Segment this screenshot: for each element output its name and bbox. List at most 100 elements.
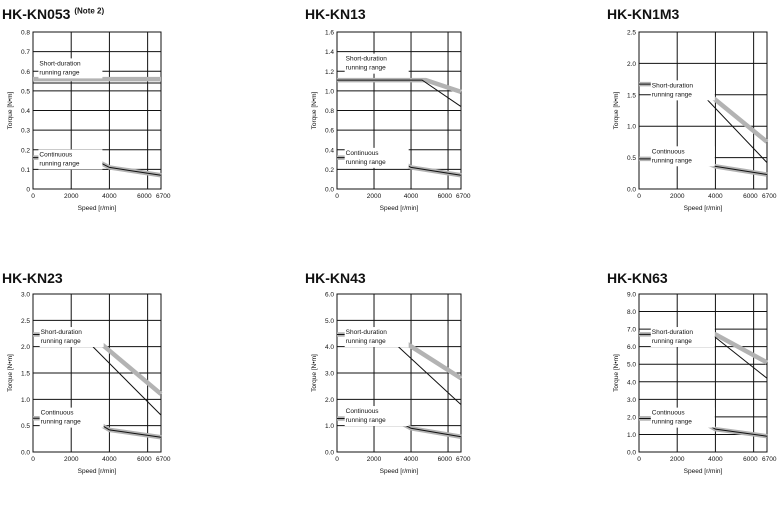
short-duration-range-label: running range: [346, 338, 386, 345]
continuous-range-label: running range: [39, 160, 79, 167]
y-tick-label: 0.0: [627, 187, 636, 194]
chart-hk-kn13: 0.0 0.2 0.4 0.6 0.8 1.0 1.2 1.4 1.6 0 2000 4000 6000…: [311, 30, 471, 213]
chart-hk-kn43: 0.0 1.0 2.0 3.0 4.0 5.0 6.0 0 2000 4000 6000 6700 Sp…: [311, 292, 471, 476]
x-tick-label: 6700: [156, 456, 171, 463]
x-tick-label: 6000: [137, 456, 152, 463]
chart-hk-kn63: 0.0 1.0 2.0 3.0 4.0 5.0 6.0 7.0 8.0 9.0 0 2000 4000 6…: [613, 292, 777, 476]
chart-title: HK-KN13: [305, 6, 366, 22]
y-tick-label: 5.0: [627, 362, 636, 369]
short-duration-range-label-bg: [650, 327, 715, 348]
y-tick-label: 0.4: [21, 108, 30, 115]
x-axis-label: Speed [r/min]: [684, 468, 723, 475]
chart-panel-hk-kn13: HK-KN13 0.0 0.2 0.4 0.6 0.8 1.0 1.2 1.4 1.6 0 2000…: [305, 6, 565, 244]
y-tick-label: 1.5: [627, 92, 636, 99]
x-tick-label: 2000: [64, 193, 79, 200]
y-tick-label: 0.7: [21, 49, 30, 56]
x-axis-label: Speed [r/min]: [380, 205, 419, 212]
y-tick-label: 1.5: [21, 371, 30, 378]
chart-title: HK-KN053 (Note 2): [2, 6, 104, 22]
y-tick-label: 6.0: [627, 344, 636, 351]
x-tick-label: 6000: [743, 193, 758, 200]
chart-title: HK-KN23: [2, 270, 63, 286]
y-tick-label: 1.4: [325, 49, 334, 56]
y-tick-label: 1.0: [325, 423, 334, 430]
y-tick-label: 0.8: [21, 30, 30, 37]
short-duration-range-label: Short-duration: [346, 56, 388, 63]
y-axis-label: Torque [N•m]: [613, 354, 620, 392]
x-tick-label: 2000: [367, 456, 382, 463]
x-tick-label: 4000: [404, 193, 419, 200]
y-tick-label: 0.8: [325, 108, 334, 115]
short-duration-range-label-bg: [650, 80, 715, 101]
plot-frame: [32, 293, 162, 453]
continuous-range-label: running range: [41, 419, 81, 426]
continuous-range-label: Continuous: [652, 410, 686, 417]
short-duration-range-label-bg: [38, 58, 103, 79]
y-tick-label: 0: [26, 187, 30, 194]
x-axis-label: Speed [r/min]: [684, 205, 723, 212]
short-duration-range-label-bg: [344, 327, 409, 348]
x-tick-label: 0: [31, 193, 35, 200]
y-axis-label: Torque [N•m]: [311, 354, 318, 392]
plot-frame: [638, 31, 768, 190]
y-tick-label: 1.0: [21, 397, 30, 404]
chart-title: HK-KN43: [305, 270, 366, 286]
x-tick-label: 2000: [670, 456, 685, 463]
x-tick-label: 2000: [670, 193, 685, 200]
short-duration-range-label: Short-duration: [652, 329, 694, 336]
chart-title-text: HK-KN053: [2, 6, 71, 22]
continuous-range-label: Continuous: [346, 150, 380, 157]
continuous-range-label: Continuous: [652, 148, 686, 155]
y-tick-label: 0.5: [21, 423, 30, 430]
short-duration-range-label: running range: [346, 65, 386, 72]
y-tick-label: 3.0: [21, 292, 30, 299]
x-tick-label: 6700: [456, 193, 471, 200]
chart-hk-kn23: 0.0 0.5 1.0 1.5 2.0 2.5 3.0 0 2000 4000 6000 6700 Sp…: [7, 292, 171, 476]
y-tick-label: 0.1: [21, 167, 30, 174]
continuous-range-label-bg: [344, 406, 409, 427]
short-duration-range-label: Short-duration: [346, 329, 388, 336]
y-tick-label: 0.0: [325, 187, 334, 194]
y-tick-label: 4.0: [627, 379, 636, 386]
chart-panel-hk-kn1m3: HK-KN1M3 0.0 0.5 1.0 1.5 2.0 2.5 0 2000 4000 6000…: [607, 6, 780, 244]
continuous-range-label: Continuous: [41, 410, 75, 417]
continuous-range-label-bg: [650, 407, 715, 428]
x-axis-label: Speed [r/min]: [78, 205, 117, 212]
continuous-range-label: running range: [652, 419, 692, 426]
short-duration-range-label: running range: [652, 338, 692, 345]
x-axis-label: Speed [r/min]: [78, 468, 117, 475]
continuous-range-label-bg: [38, 149, 103, 170]
x-tick-label: 4000: [102, 456, 117, 463]
y-tick-label: 0.6: [21, 69, 30, 76]
continuous-range-label-bg: [39, 407, 104, 428]
short-duration-range-label-bg: [39, 327, 104, 348]
y-tick-label: 2.0: [21, 344, 30, 351]
x-tick-label: 4000: [404, 456, 419, 463]
y-tick-label: 2.5: [21, 318, 30, 325]
x-tick-label: 6000: [438, 456, 453, 463]
y-tick-label: 0.4: [325, 147, 334, 154]
y-tick-label: 0.5: [627, 155, 636, 162]
y-tick-label: 0.3: [21, 128, 30, 135]
plot-frame: [336, 31, 462, 190]
y-tick-label: 8.0: [627, 309, 636, 316]
y-tick-label: 2.0: [627, 61, 636, 68]
y-axis-label: Torque [N•m]: [7, 354, 14, 392]
y-tick-label: 1.0: [325, 88, 334, 95]
y-tick-label: 1.2: [325, 69, 334, 76]
short-duration-range-label: Short-duration: [41, 329, 83, 336]
y-tick-label: 4.0: [325, 344, 334, 351]
y-tick-label: 0.0: [627, 450, 636, 457]
continuous-range-label-bg: [650, 146, 715, 167]
plot-frame: [32, 31, 162, 190]
short-duration-range-label: running range: [652, 91, 692, 98]
y-tick-label: 3.0: [325, 371, 334, 378]
continuous-range-label: running range: [346, 417, 386, 424]
x-tick-label: 0: [335, 456, 339, 463]
plot-frame: [336, 293, 462, 453]
x-tick-label: 6700: [156, 193, 171, 200]
x-tick-label: 2000: [64, 456, 79, 463]
short-duration-range-label: Short-duration: [652, 82, 694, 89]
short-duration-range-label: running range: [41, 338, 81, 345]
continuous-range-label: Continuous: [346, 408, 380, 415]
